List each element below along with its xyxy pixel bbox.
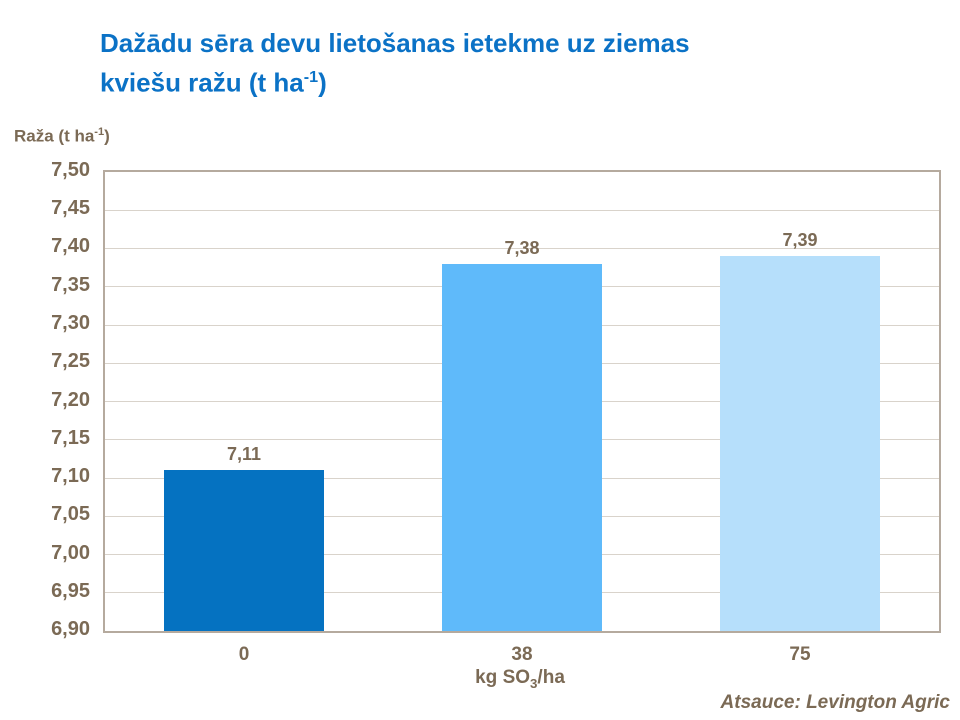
y-tick-label: 6,90 (51, 618, 90, 640)
y-tick-label: 7,25 (51, 350, 90, 372)
x-tick-label: 0 (238, 644, 250, 665)
subscript: 3 (530, 675, 538, 691)
x-tick-label: 38 (511, 644, 533, 665)
bar-0 (164, 470, 324, 631)
chart-title: Dažādu sēra devu lietošanas ietekme uz z… (100, 26, 690, 100)
gridline (105, 209, 939, 211)
bar-75 (720, 256, 880, 631)
y-tick-label: 7,10 (51, 465, 90, 487)
y-tick-label: 7,15 (51, 427, 90, 449)
bar-value-label: 7,39 (782, 230, 818, 250)
y-tick-label: 7,00 (51, 542, 90, 564)
bar-value-label: 7,38 (504, 238, 540, 258)
y-tick-label: 7,30 (51, 312, 90, 334)
x-tick-label: 75 (789, 644, 811, 665)
gridline (105, 248, 939, 249)
y-tick-label: 6,95 (51, 580, 90, 602)
y-tick-label: 7,05 (51, 503, 90, 525)
y-tick-label: 7,40 (51, 235, 90, 257)
y-tick-label: 7,35 (51, 274, 90, 296)
y-tick-label: 7,45 (51, 197, 90, 219)
plot-area: 7,11 7,38 7,39 (103, 170, 941, 633)
superscript: -1 (94, 126, 105, 138)
y-tick-label: 7,50 (51, 159, 90, 181)
bar-value-label: 7,11 (226, 444, 262, 464)
chart-title-line2: kviešu ražu (t ha-1) (100, 67, 327, 98)
x-axis-title: kg SO3/ha (475, 667, 565, 691)
y-tick-label: 7,20 (51, 389, 90, 411)
y-axis-title: Raža (t ha-1) (14, 126, 110, 146)
bar-38 (442, 264, 602, 631)
superscript: -1 (303, 68, 319, 86)
source-attribution: Atsauce: Levington Agric (720, 692, 950, 713)
chart-title-line1: Dažādu sēra devu lietošanas ietekme uz z… (100, 28, 690, 58)
